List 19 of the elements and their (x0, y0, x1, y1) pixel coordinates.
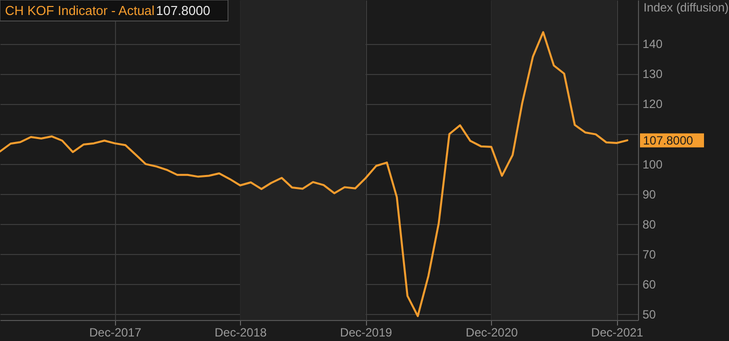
y-tick-label: 70 (642, 247, 656, 262)
x-tick-label: Dec-2019 (340, 326, 392, 340)
x-tick-label: Dec-2018 (214, 326, 267, 340)
line-series (0, 31, 628, 318)
y-tick-label: 130 (642, 67, 663, 82)
x-tick-label: Dec-2020 (466, 326, 518, 340)
y-tick-label: 120 (642, 97, 663, 112)
x-tick-label: Dec-2021 (591, 326, 644, 340)
y-axis-title: Index (diffusion) (644, 0, 729, 14)
y-tick-label: 140 (642, 37, 663, 52)
y-tick-label: 80 (642, 217, 656, 232)
y-tick-label: 100 (642, 157, 663, 172)
data-label: 107.8000 (643, 133, 694, 148)
y-tick-label: 60 (642, 277, 656, 292)
x-tick-label: Dec-2017 (89, 326, 142, 340)
annotation: 107.8000 (156, 3, 210, 18)
text: CH KOF Indicator - Actual (5, 3, 155, 18)
y-tick-label: 50 (642, 307, 656, 322)
y-tick-label: 90 (642, 187, 656, 202)
